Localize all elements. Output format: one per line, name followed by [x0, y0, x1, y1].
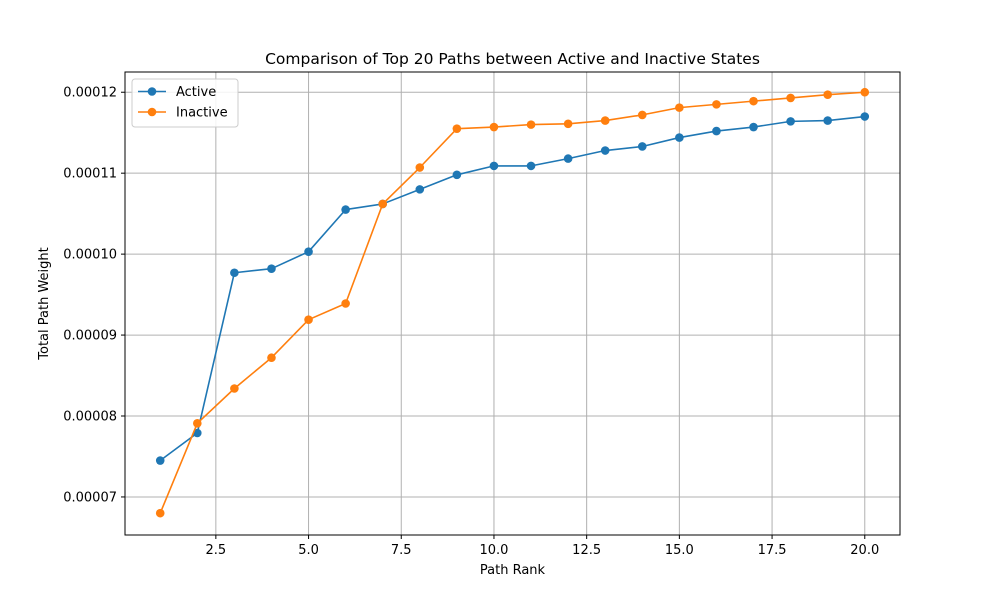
- data-point: [526, 120, 536, 129]
- data-point: [563, 154, 573, 163]
- data-point: [415, 185, 425, 194]
- y-tick-label: 0.00010: [63, 248, 117, 263]
- data-point: [341, 205, 350, 214]
- data-point: [378, 199, 388, 209]
- data-point: [304, 247, 313, 256]
- y-tick-label: 0.00007: [63, 490, 117, 505]
- data-point: [452, 124, 462, 133]
- data-point: [304, 315, 313, 324]
- legend-marker: [147, 107, 157, 117]
- legend-item-active: Active: [138, 85, 216, 100]
- data-point: [712, 100, 721, 109]
- data-point: [155, 456, 165, 465]
- data-point: [452, 170, 462, 180]
- data-point: [341, 299, 350, 308]
- y-axis-label: Total Path Weight: [37, 247, 52, 360]
- data-point: [415, 163, 425, 172]
- data-point: [193, 428, 202, 438]
- data-point: [786, 93, 795, 103]
- data-point: [860, 87, 870, 97]
- data-point: [489, 122, 499, 132]
- plot-area: [125, 72, 900, 535]
- x-tick-label: 5.0: [298, 543, 319, 558]
- data-point: [675, 103, 684, 112]
- x-tick-label: 20.0: [850, 543, 879, 558]
- y-tick-label: 0.00011: [63, 167, 117, 182]
- data-point: [860, 112, 870, 121]
- x-tick-label: 2.5: [206, 543, 227, 558]
- series-line: [159, 115, 865, 462]
- data-point: [675, 133, 684, 142]
- x-tick-label: 10.0: [479, 543, 508, 558]
- legend-marker: [147, 87, 157, 96]
- x-tick-label: 15.0: [665, 543, 694, 558]
- data-point: [786, 117, 795, 126]
- data-point: [600, 116, 610, 125]
- chart-title: Comparison of Top 20 Paths between Activ…: [265, 50, 760, 68]
- legend: Active Inactive: [131, 78, 239, 128]
- series-layer: [155, 87, 870, 518]
- ticks: 2.5 5.0 7.5 10.0 12.5 15.0 17.5 20.0 0.00007 0.00…: [63, 86, 879, 558]
- grid: [125, 72, 900, 535]
- data-point: [823, 116, 832, 125]
- data-point: [230, 384, 239, 393]
- series-line: [159, 91, 865, 514]
- data-point: [526, 161, 536, 171]
- axes-frame: [124, 71, 901, 536]
- data-point: [230, 268, 239, 278]
- data-point: [563, 119, 573, 129]
- data-point: [712, 126, 721, 136]
- data-point: [267, 264, 276, 273]
- y-tick-label: 0.00009: [63, 329, 117, 344]
- series-active: [155, 112, 870, 465]
- legend-label: Active: [176, 85, 216, 100]
- y-tick-label: 0.00008: [63, 410, 117, 425]
- x-tick-label: 17.5: [758, 543, 787, 558]
- data-point: [637, 110, 647, 120]
- data-point: [749, 122, 758, 132]
- data-point: [637, 142, 647, 151]
- series-inactive: [155, 87, 870, 518]
- data-point: [600, 146, 610, 155]
- legend-label: Inactive: [176, 106, 228, 121]
- data-point: [489, 161, 499, 171]
- x-tick-label: 7.5: [391, 543, 412, 558]
- x-tick-label: 12.5: [572, 543, 601, 558]
- x-axis-label: Path Rank: [480, 563, 546, 578]
- legend-item-inactive: Inactive: [138, 106, 228, 121]
- data-point: [267, 353, 276, 363]
- data-point: [823, 90, 832, 99]
- y-tick-label: 0.00012: [63, 86, 117, 101]
- data-point: [155, 508, 165, 518]
- data-point: [193, 418, 202, 428]
- data-point: [749, 96, 758, 106]
